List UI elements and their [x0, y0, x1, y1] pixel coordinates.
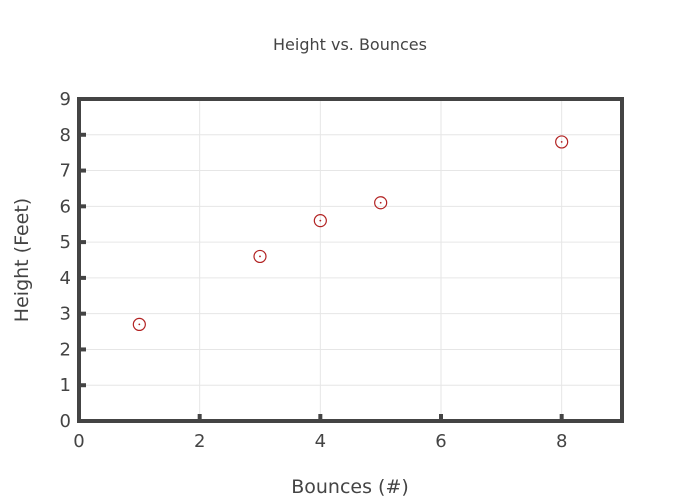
data-point — [253, 249, 267, 264]
data-point-ring — [253, 249, 267, 264]
y-tick-label: 7 — [60, 161, 71, 182]
data-point-dot — [379, 201, 382, 204]
data-point-ring — [555, 135, 569, 149]
x-tick-label: 8 — [556, 431, 567, 452]
data-point-dot — [138, 323, 141, 326]
x-tick-labels: 0 2 4 6 8 — [73, 431, 567, 452]
chart-title: Height vs. Bounces — [273, 35, 427, 54]
plot-frame — [77, 97, 624, 423]
x-tick-label: 6 — [435, 431, 446, 452]
x-axis-title: Bounces (#) — [291, 476, 409, 498]
data-point-dot — [319, 219, 322, 222]
data-points — [132, 135, 569, 331]
y-tick-label: 9 — [60, 89, 71, 110]
y-tick-label: 4 — [60, 268, 71, 289]
y-tick-label: 1 — [60, 375, 71, 396]
y-tick-label: 8 — [60, 125, 71, 146]
y-tick-labels: 0 1 2 3 4 5 6 7 8 9 — [60, 89, 71, 432]
y-tick-label: 2 — [60, 339, 71, 360]
data-point-ring — [374, 196, 388, 210]
data-point-ring — [313, 214, 327, 228]
y-axis-title: Height (Feet) — [11, 198, 33, 322]
y-tick-label: 6 — [60, 196, 71, 217]
grid-layer — [79, 99, 622, 421]
data-point — [374, 196, 388, 210]
data-point — [313, 214, 327, 228]
data-point — [555, 135, 569, 149]
data-point-ring — [132, 317, 146, 331]
data-point-dot — [560, 141, 563, 143]
x-tick-label: 0 — [73, 431, 84, 452]
x-tick-label: 4 — [315, 431, 326, 452]
data-point-dot — [259, 255, 261, 258]
y-tick-label: 0 — [60, 411, 71, 432]
data-point — [132, 317, 146, 331]
x-tick-label: 2 — [194, 431, 205, 452]
y-tick-label: 3 — [60, 304, 71, 325]
y-tick-label: 5 — [60, 232, 71, 253]
